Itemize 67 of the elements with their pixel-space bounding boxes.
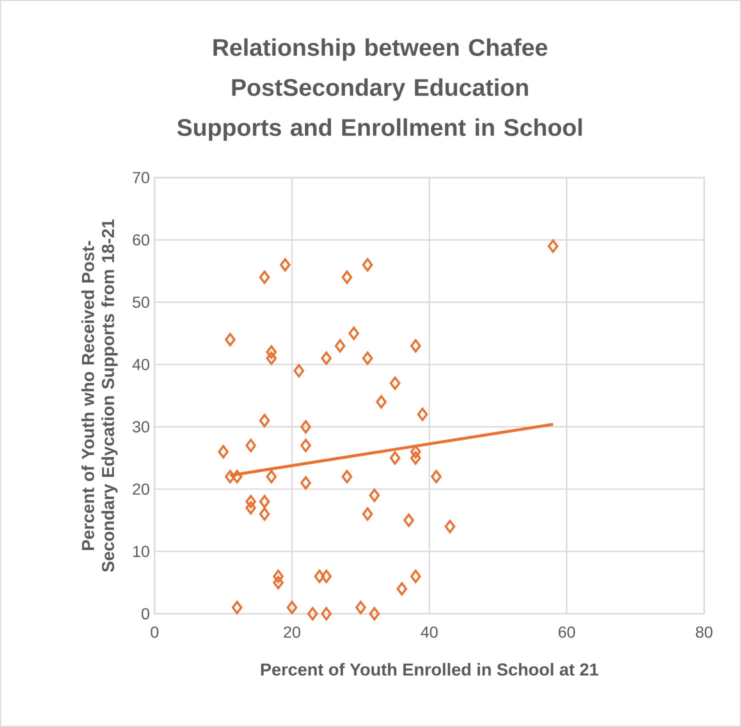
- point: [224, 470, 236, 484]
- x-axis-title: Percent of Youth Enrolled in School at 21: [261, 662, 598, 676]
- y-tick-label: 60: [132, 234, 150, 246]
- point: [245, 501, 256, 514]
- point: [362, 352, 373, 365]
- point: [300, 476, 311, 490]
- point: [362, 258, 373, 272]
- point: [417, 408, 428, 422]
- point: [410, 570, 421, 584]
- point: [245, 438, 256, 452]
- point: [245, 494, 256, 508]
- y-tick-label: 30: [132, 421, 150, 432]
- y-tick-label: 70: [132, 172, 150, 184]
- point: [355, 600, 366, 614]
- point: [286, 600, 298, 614]
- point: [362, 507, 373, 521]
- point: [232, 470, 242, 484]
- point: [321, 352, 332, 365]
- point: [410, 451, 421, 465]
- point: [266, 470, 277, 484]
- point: [280, 258, 290, 272]
- point: [314, 570, 325, 584]
- point: [321, 607, 332, 620]
- y-tick-label: 10: [133, 546, 150, 558]
- point: [266, 352, 277, 365]
- x-tick-label: 80: [696, 626, 712, 638]
- point: [430, 470, 442, 484]
- point: [369, 607, 380, 620]
- point: [294, 364, 304, 378]
- point: [259, 507, 270, 521]
- point: [272, 576, 284, 590]
- point: [396, 582, 408, 596]
- point: [376, 395, 387, 409]
- point: [218, 445, 229, 458]
- point: [272, 570, 284, 584]
- point: [224, 332, 236, 346]
- point: [266, 345, 277, 359]
- point: [334, 339, 346, 352]
- point: [369, 488, 380, 502]
- y-tick-label: 20: [132, 483, 150, 495]
- point: [390, 376, 400, 390]
- point: [300, 438, 311, 452]
- point: [300, 420, 311, 434]
- point: [410, 339, 421, 352]
- point: [342, 470, 352, 484]
- point: [232, 600, 242, 614]
- point: [342, 270, 352, 284]
- point: [444, 520, 456, 534]
- point: [403, 514, 414, 527]
- point: [410, 445, 421, 458]
- point: [548, 239, 558, 253]
- y-tick-label: 50: [132, 296, 150, 308]
- x-tick-label: 20: [284, 626, 300, 638]
- y-tick-label: 40: [132, 358, 150, 370]
- chart-title: Relationship between Chafee PostSecondary Education Supports and Enrollment in School: [177, 38, 582, 141]
- point: [321, 570, 332, 584]
- point: [259, 494, 270, 508]
- point: [390, 451, 400, 465]
- point: [259, 414, 270, 428]
- y-axis-title: Percent of Youth who Received Post-Secondary Edycation Supports from 18-21: [81, 219, 118, 572]
- x-tick-label: 60: [558, 626, 576, 638]
- x-tick-label: 0: [150, 626, 158, 638]
- y-tick-label: 0: [142, 608, 150, 620]
- point: [348, 326, 360, 340]
- x-tick-label: 40: [420, 626, 438, 638]
- point: [259, 270, 270, 284]
- point: [307, 607, 318, 620]
